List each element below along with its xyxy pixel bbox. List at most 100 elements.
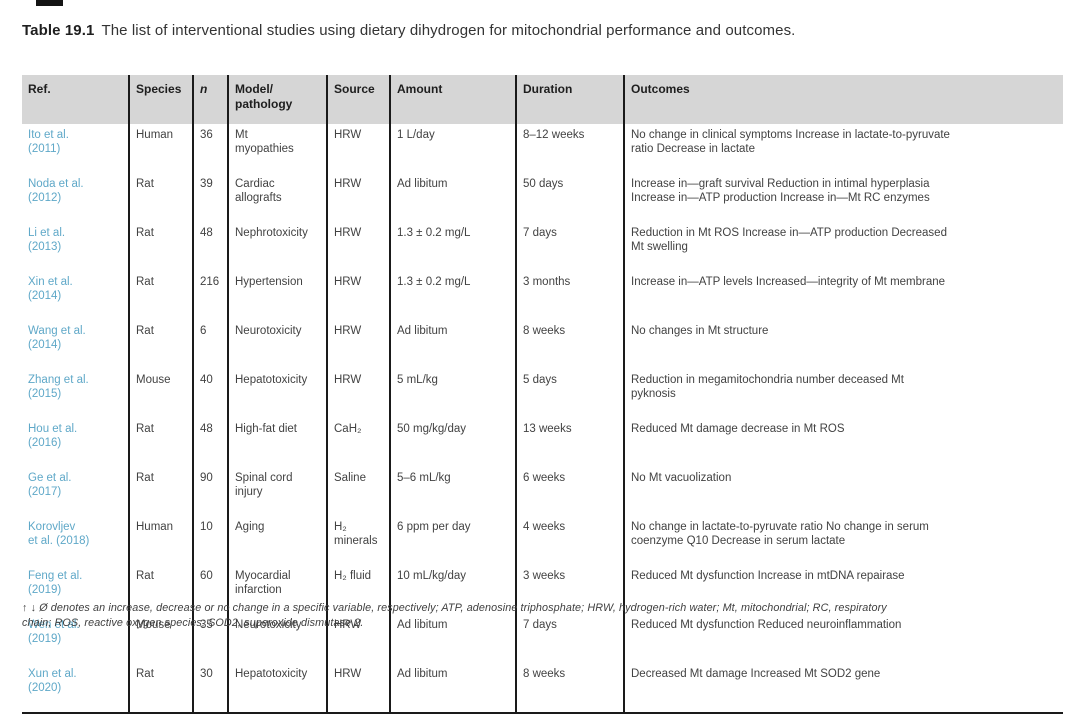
cell-model: Mt myopathies xyxy=(227,124,327,173)
table-caption: Table 19.1 The list of interventional stu… xyxy=(22,22,795,39)
cell-amount: 1 L/day xyxy=(389,124,516,173)
table-row: Xun et al. (2020) Rat 30 Hepatotoxicity HRW A… xyxy=(22,663,1063,713)
cell-outcomes: No Mt vacuolization xyxy=(623,467,1063,516)
cell-source: HRW xyxy=(326,124,390,173)
cell-model: Spinal cord injury xyxy=(227,467,327,516)
cell-ref: Xun et al. (2020) xyxy=(22,663,129,713)
table-header: Ref. Species n Model/ pathology Source Amount… xyxy=(22,75,1063,124)
cell-species: Rat xyxy=(128,271,193,320)
cell-n: 48 xyxy=(192,222,228,271)
cell-outcomes: Increase in—graft survival Reduction in … xyxy=(623,173,1063,222)
citation-link[interactable]: Xin et al. (2014) xyxy=(28,276,73,302)
cell-source: HRW xyxy=(326,173,390,222)
cell-amount: Ad libitum xyxy=(389,663,516,713)
column-header-species: Species xyxy=(128,75,193,124)
cell-duration: 8 weeks xyxy=(515,663,624,713)
table-row: Ito et al. (2011) Human 36 Mt myopathies HRW… xyxy=(22,124,1063,173)
cell-n: 40 xyxy=(192,369,228,418)
table-number: Table 19.1 xyxy=(22,22,95,39)
cell-ref: Feng et al. (2019) xyxy=(22,565,129,614)
cell-outcomes: Decreased Mt damage Increased Mt SOD2 ge… xyxy=(623,663,1063,713)
cell-species: Rat xyxy=(128,467,193,516)
citation-link[interactable]: Zhang et al. (2015) xyxy=(28,374,89,400)
table-caption-text: The list of interventional studies using… xyxy=(101,22,796,39)
column-header-ref: Ref. xyxy=(22,75,129,124)
cell-source: H₂ fluid xyxy=(326,565,390,614)
cell-source: HRW xyxy=(326,320,390,369)
cell-species: Rat xyxy=(128,173,193,222)
citation-link[interactable]: Ito et al. (2011) xyxy=(28,129,69,155)
header-row: Ref. Species n Model/ pathology Source Amount… xyxy=(22,75,1063,124)
cell-n: 39 xyxy=(192,173,228,222)
cell-source: H₂ minerals xyxy=(326,516,390,565)
cell-amount: 50 mg/kg/day xyxy=(389,418,516,467)
page-corner-mark xyxy=(36,0,63,6)
cell-model: Neurotoxicity xyxy=(227,320,327,369)
table-row: Wang et al. (2014) Rat 6 Neurotoxicity HRW Ad… xyxy=(22,320,1063,369)
cell-duration: 7 days xyxy=(515,222,624,271)
column-header-amount: Amount xyxy=(389,75,516,124)
cell-species: Rat xyxy=(128,565,193,614)
citation-link[interactable]: Wang et al. (2014) xyxy=(28,325,86,351)
citation-link[interactable]: Xun et al. (2020) xyxy=(28,668,77,694)
cell-model: Hepatotoxicity xyxy=(227,663,327,713)
cell-n: 36 xyxy=(192,124,228,173)
cell-species: Rat xyxy=(128,320,193,369)
citation-link[interactable]: Li et al. (2013) xyxy=(28,227,66,253)
cell-n: 216 xyxy=(192,271,228,320)
cell-duration: 50 days xyxy=(515,173,624,222)
cell-model: Hepatotoxicity xyxy=(227,369,327,418)
cell-n: 90 xyxy=(192,467,228,516)
column-header-outcomes: Outcomes xyxy=(623,75,1063,124)
cell-outcomes: Reduction in megamitochondria number dec… xyxy=(623,369,1063,418)
cell-amount: 1.3 ± 0.2 mg/L xyxy=(389,222,516,271)
cell-duration: 3 months xyxy=(515,271,624,320)
cell-source: HRW xyxy=(326,369,390,418)
table-row: Zhang et al. (2015) Mouse 40 Hepatotoxicity… xyxy=(22,369,1063,418)
cell-amount: 5–6 mL/kg xyxy=(389,467,516,516)
cell-source: HRW xyxy=(326,271,390,320)
cell-outcomes: Reduction in Mt ROS Increase in—ATP prod… xyxy=(623,222,1063,271)
cell-model: Myocardial infarction xyxy=(227,565,327,614)
cell-duration: 4 weeks xyxy=(515,516,624,565)
cell-model: Hypertension xyxy=(227,271,327,320)
cell-outcomes: Reduced Mt dysfunction Increase in mtDNA… xyxy=(623,565,1063,614)
citation-link[interactable]: Korovljev et al. (2018) xyxy=(28,521,90,547)
cell-ref: Wang et al. (2014) xyxy=(22,320,129,369)
cell-species: Rat xyxy=(128,663,193,713)
cell-model: Aging xyxy=(227,516,327,565)
cell-amount: 10 mL/kg/day xyxy=(389,565,516,614)
cell-model: Nephrotoxicity xyxy=(227,222,327,271)
cell-duration: 8–12 weeks xyxy=(515,124,624,173)
citation-link[interactable]: Feng et al. (2019) xyxy=(28,570,83,596)
cell-ref: Noda et al. (2012) xyxy=(22,173,129,222)
cell-duration: 6 weeks xyxy=(515,467,624,516)
cell-n: 48 xyxy=(192,418,228,467)
citation-link[interactable]: Hou et al. (2016) xyxy=(28,423,78,449)
cell-amount: Ad libitum xyxy=(389,173,516,222)
cell-n: 10 xyxy=(192,516,228,565)
cell-ref: Ito et al. (2011) xyxy=(22,124,129,173)
cell-source: HRW xyxy=(326,663,390,713)
cell-n: 6 xyxy=(192,320,228,369)
page: Table 19.1 The list of interventional stu… xyxy=(22,0,1063,714)
table-row: Li et al. (2013) Rat 48 Nephrotoxicity HRW 1.… xyxy=(22,222,1063,271)
cell-ref: Zhang et al. (2015) xyxy=(22,369,129,418)
cell-species: Human xyxy=(128,124,193,173)
cell-source: HRW xyxy=(326,222,390,271)
cell-outcomes: No change in lactate-to-pyruvate ratio N… xyxy=(623,516,1063,565)
cell-species: Human xyxy=(128,516,193,565)
cell-outcomes: No changes in Mt structure xyxy=(623,320,1063,369)
cell-amount: 5 mL/kg xyxy=(389,369,516,418)
table-footnote: ↑ ↓ Ø denotes an increase, decrease or n… xyxy=(22,602,887,629)
cell-source: CaH₂ xyxy=(326,418,390,467)
cell-duration: 8 weeks xyxy=(515,320,624,369)
table-row: Noda et al. (2012) Rat 39 Cardiac allograft… xyxy=(22,173,1063,222)
cell-source: Saline xyxy=(326,467,390,516)
column-header-model: Model/ pathology xyxy=(227,75,327,124)
cell-species: Rat xyxy=(128,222,193,271)
citation-link[interactable]: Ge et al. (2017) xyxy=(28,472,72,498)
citation-link[interactable]: Noda et al. (2012) xyxy=(28,178,84,204)
cell-duration: 5 days xyxy=(515,369,624,418)
cell-amount: 1.3 ± 0.2 mg/L xyxy=(389,271,516,320)
